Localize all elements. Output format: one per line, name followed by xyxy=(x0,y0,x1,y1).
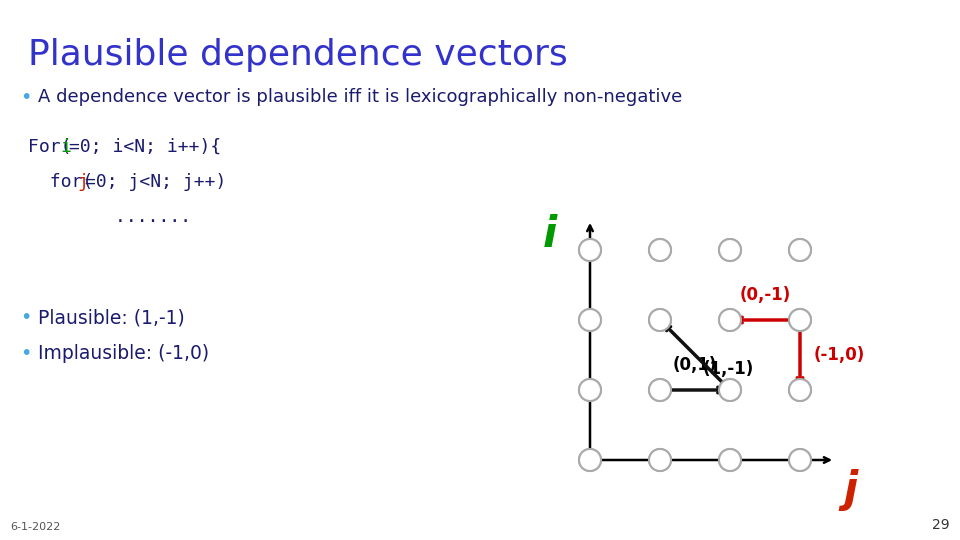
Text: (-1,0): (-1,0) xyxy=(814,346,865,364)
Circle shape xyxy=(649,239,671,261)
Text: 29: 29 xyxy=(932,518,950,532)
Circle shape xyxy=(789,379,811,401)
Text: (0,-1): (0,-1) xyxy=(739,286,791,304)
Circle shape xyxy=(719,449,741,471)
Text: Plausible: (1,-1): Plausible: (1,-1) xyxy=(38,308,184,327)
Circle shape xyxy=(719,309,741,331)
Text: Implausible: (-1,0): Implausible: (-1,0) xyxy=(38,344,209,363)
Circle shape xyxy=(649,309,671,331)
Text: Plausible dependence vectors: Plausible dependence vectors xyxy=(28,38,567,72)
Text: A dependence vector is plausible iff it is lexicographically non-negative: A dependence vector is plausible iff it … xyxy=(38,88,683,106)
Circle shape xyxy=(719,239,741,261)
Text: =0; j<N; j++): =0; j<N; j++) xyxy=(85,173,227,191)
Circle shape xyxy=(579,379,601,401)
Circle shape xyxy=(789,449,811,471)
Circle shape xyxy=(719,309,741,331)
Circle shape xyxy=(649,379,671,401)
Circle shape xyxy=(579,309,601,331)
Text: •: • xyxy=(20,88,32,107)
Text: (0,1): (0,1) xyxy=(673,356,717,374)
Circle shape xyxy=(579,449,601,471)
Circle shape xyxy=(789,239,811,261)
Text: for(: for( xyxy=(28,173,93,191)
Circle shape xyxy=(719,379,741,401)
Text: .......: ....... xyxy=(28,208,191,226)
Circle shape xyxy=(719,239,741,261)
Text: i: i xyxy=(542,214,557,256)
Circle shape xyxy=(579,309,601,331)
Text: j: j xyxy=(843,469,857,511)
Text: i: i xyxy=(60,138,72,156)
Text: For(: For( xyxy=(28,138,71,156)
Text: (1,-1): (1,-1) xyxy=(703,360,755,378)
Circle shape xyxy=(579,449,601,471)
Circle shape xyxy=(789,449,811,471)
Circle shape xyxy=(789,239,811,261)
Circle shape xyxy=(719,379,741,401)
Circle shape xyxy=(789,309,811,331)
Circle shape xyxy=(649,449,671,471)
Circle shape xyxy=(789,379,811,401)
Circle shape xyxy=(579,239,601,261)
Circle shape xyxy=(579,239,601,261)
Circle shape xyxy=(649,309,671,331)
Text: •: • xyxy=(20,308,32,327)
Circle shape xyxy=(649,449,671,471)
Text: 6-1-2022: 6-1-2022 xyxy=(10,522,60,532)
Circle shape xyxy=(579,379,601,401)
Text: •: • xyxy=(20,344,32,363)
Text: =0; i<N; i++){: =0; i<N; i++){ xyxy=(69,138,221,156)
Circle shape xyxy=(649,379,671,401)
Circle shape xyxy=(719,449,741,471)
Circle shape xyxy=(649,239,671,261)
Text: j: j xyxy=(77,173,88,191)
Circle shape xyxy=(789,309,811,331)
